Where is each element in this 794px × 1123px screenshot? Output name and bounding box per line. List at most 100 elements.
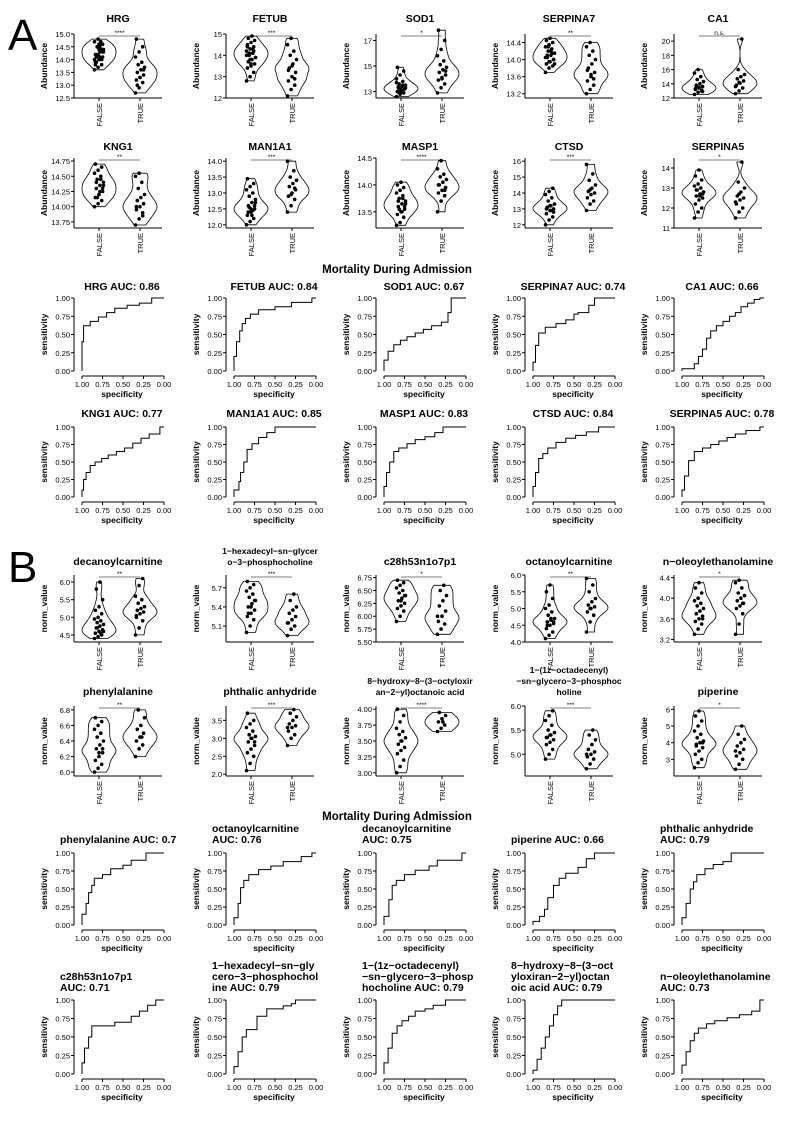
data-point bbox=[244, 79, 249, 83]
data-point bbox=[100, 42, 105, 46]
data-point bbox=[133, 633, 138, 637]
y-tick-label: 3.6 bbox=[660, 615, 670, 624]
x-tick-label: 0.00 bbox=[757, 1083, 772, 1092]
x-tick-label: 1.00 bbox=[377, 380, 392, 389]
y-tick-label: 3.2 bbox=[660, 635, 670, 644]
data-point bbox=[253, 200, 258, 205]
y-tick-label: 14 bbox=[513, 189, 521, 198]
y-tick-label: 0.00 bbox=[506, 367, 521, 376]
data-point bbox=[735, 599, 740, 603]
data-point bbox=[543, 606, 548, 611]
data-point bbox=[138, 204, 142, 209]
data-point bbox=[588, 606, 592, 611]
data-point bbox=[737, 192, 741, 196]
data-point bbox=[441, 180, 445, 184]
violin-shape bbox=[722, 161, 758, 219]
data-point bbox=[399, 739, 403, 743]
data-point bbox=[592, 191, 597, 195]
y-axis-label: Abundance bbox=[39, 43, 49, 90]
x-tick-label: 1.00 bbox=[675, 506, 690, 515]
y-tick-label: 0.75 bbox=[655, 1015, 670, 1024]
data-point bbox=[96, 723, 100, 728]
data-point bbox=[253, 197, 258, 202]
data-point bbox=[96, 37, 100, 41]
data-point bbox=[398, 87, 402, 91]
y-axis-label: sensitivity bbox=[191, 868, 201, 910]
data-point bbox=[251, 191, 255, 195]
violin-shape bbox=[122, 38, 158, 94]
data-point bbox=[248, 761, 252, 766]
x-tick-label: FALSE bbox=[247, 647, 256, 670]
y-axis-label: norm_value bbox=[39, 717, 49, 765]
data-point bbox=[251, 181, 256, 186]
chart-12: SOD1 AUC: 0.67 sensitivity 0.00 0.25 0.50 0.7… bbox=[341, 281, 473, 399]
x-tick-label: 0.50 bbox=[268, 934, 283, 943]
y-tick-label: 0.50 bbox=[55, 885, 70, 894]
x-tick-label: 0.50 bbox=[716, 934, 731, 943]
significance-label: * bbox=[420, 30, 423, 37]
data-point bbox=[137, 217, 141, 221]
y-tick-label: 14.25 bbox=[51, 187, 70, 196]
data-point bbox=[440, 188, 444, 193]
y-axis-label: norm_value bbox=[39, 584, 49, 632]
data-point bbox=[134, 739, 139, 743]
data-point bbox=[697, 198, 701, 202]
x-axis-label: specificity bbox=[701, 1092, 743, 1102]
y-tick-label: 0.50 bbox=[357, 458, 372, 467]
data-point bbox=[247, 732, 251, 737]
data-point bbox=[248, 47, 252, 51]
y-tick-label: 3.0 bbox=[212, 734, 222, 743]
data-point bbox=[246, 611, 251, 616]
data-point bbox=[397, 91, 402, 95]
data-point bbox=[547, 189, 551, 194]
data-point bbox=[740, 586, 744, 590]
data-point bbox=[247, 205, 251, 210]
data-point bbox=[737, 762, 741, 767]
data-point bbox=[547, 633, 551, 638]
data-point bbox=[294, 57, 299, 62]
significance-label: ** bbox=[568, 571, 574, 578]
data-point bbox=[133, 55, 138, 59]
y-tick-label: 13 bbox=[513, 205, 521, 214]
chart-37: 1−(1z−octadecenyl)−sn−glycero−3−phosphoc… bbox=[341, 960, 473, 1102]
data-point bbox=[591, 728, 595, 732]
x-tick-label: 1.00 bbox=[75, 506, 90, 515]
x-tick-label: 0.00 bbox=[459, 506, 474, 515]
data-point bbox=[291, 608, 295, 612]
chart-title-line: SERPINA5 bbox=[692, 141, 745, 153]
data-point bbox=[251, 617, 256, 622]
y-tick-label: 6.0 bbox=[60, 578, 70, 587]
y-axis-label: norm_value bbox=[341, 717, 351, 765]
x-tick-label: 0.50 bbox=[418, 934, 433, 943]
data-point bbox=[700, 84, 705, 89]
data-point bbox=[244, 188, 249, 192]
data-point bbox=[140, 80, 145, 85]
y-tick-label: 3.5 bbox=[212, 716, 222, 725]
data-point bbox=[700, 745, 705, 750]
y-tick-label: 14.0 bbox=[506, 56, 521, 65]
chart-title-line: cero−3−phosphochol bbox=[212, 971, 318, 983]
x-tick-label: FALSE bbox=[546, 233, 555, 256]
data-point bbox=[98, 55, 102, 59]
chart-title-line: CA1 AUC: 0.66 bbox=[685, 281, 758, 293]
violin-shape bbox=[233, 581, 269, 633]
x-axis-label: specificity bbox=[253, 515, 295, 525]
data-point bbox=[100, 186, 105, 191]
x-tick-label: TRUE bbox=[288, 233, 297, 253]
data-point bbox=[291, 181, 295, 186]
data-point bbox=[286, 79, 291, 83]
y-tick-label: 0.00 bbox=[655, 493, 670, 502]
violin-shape bbox=[122, 172, 158, 226]
x-tick-label: 0.50 bbox=[268, 380, 283, 389]
data-point bbox=[395, 707, 400, 711]
data-point bbox=[694, 194, 699, 198]
data-point bbox=[439, 627, 443, 631]
roc-curve bbox=[233, 297, 316, 371]
chart-28: 1−(1z−octadecenyl)−sn−glycero−3−phosphoc… bbox=[490, 665, 622, 804]
chart-26: phthalic anhydride norm_value 2.0 2.5 3.0 3.5… bbox=[191, 686, 317, 804]
data-point bbox=[441, 68, 445, 72]
roc-curve bbox=[681, 297, 764, 371]
data-point bbox=[697, 749, 701, 753]
chart-title-line: c28h53n1o7p1 bbox=[60, 971, 133, 983]
data-point bbox=[550, 196, 554, 200]
